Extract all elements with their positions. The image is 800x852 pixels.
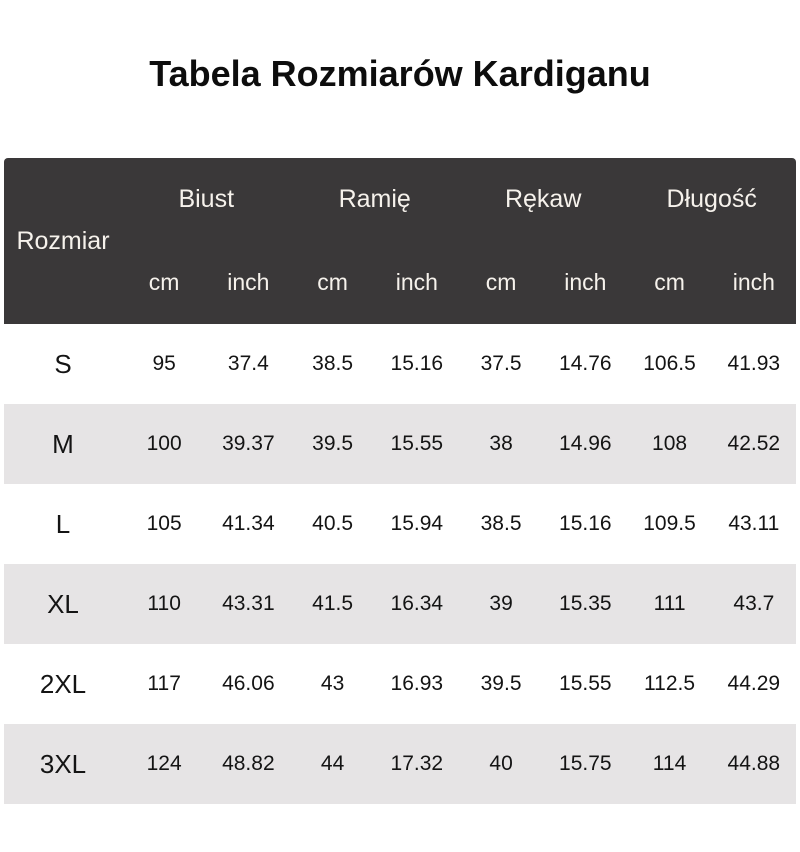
measurement-value: 105	[146, 512, 182, 535]
measurement-value: 43.11	[728, 512, 780, 535]
size-label: L	[55, 508, 71, 539]
unit-label-inch: inch	[374, 241, 459, 324]
size-label: S	[54, 348, 72, 379]
page-title: Tabela Rozmiarów Kardiganu	[149, 53, 651, 94]
size-label: M	[52, 428, 74, 459]
size-chart: Rozmiar Biust Ramię Rękaw Długość cm inc…	[4, 158, 796, 804]
measurement-value: 16.34	[390, 592, 444, 615]
measurement-value: 38.5	[312, 352, 354, 375]
measurement-value: 38.5	[480, 512, 522, 535]
measurement-value: 37.4	[227, 352, 269, 375]
measurement-value: 109.5	[643, 512, 696, 535]
size-chart-table: Rozmiar Biust Ramię Rękaw Długość cm inc…	[4, 158, 796, 804]
measurement-value: 14.96	[559, 432, 612, 455]
measurement-value: 114	[652, 752, 687, 775]
measurement-value: 40.5	[312, 512, 354, 535]
measurement-value: 39.37	[222, 432, 275, 455]
measurement-value: 17.32	[390, 752, 444, 775]
measurement-value: 39.5	[312, 432, 354, 455]
measurement-value: 15.75	[559, 752, 612, 775]
measurement-value: 37.5	[480, 352, 522, 375]
measurement-value: 95	[152, 352, 176, 375]
header-unit-row: cm inch cm inch cm inch cm inch	[4, 241, 796, 324]
measurement-value: 46.06	[222, 672, 275, 695]
measurement-value: 15.16	[559, 512, 612, 535]
header-group-sleeve: Rękaw	[458, 158, 628, 241]
measurement-value: 15.94	[390, 512, 444, 535]
measurement-value: 40	[489, 752, 513, 775]
measurement-value: 15.55	[559, 672, 612, 695]
measurement-value: 108	[652, 432, 688, 455]
size-label: XL	[47, 588, 79, 619]
measurement-value: 48.82	[222, 752, 275, 775]
header-group-row: Rozmiar Biust Ramię Rękaw Długość	[4, 158, 796, 324]
measurement-value: 42.52	[727, 432, 781, 455]
measurement-value: 41.34	[222, 512, 275, 535]
unit-label-cm: cm	[458, 241, 544, 324]
measurement-value: 16.93	[390, 672, 444, 695]
header-group-bust: Biust	[122, 158, 291, 241]
table-row-l: L 105 41.34 40.5 15.94 38.5 15.16 109.5 …	[4, 484, 796, 564]
header-group-length: Długość	[627, 158, 796, 241]
measurement-value: 112.5	[644, 672, 696, 695]
measurement-value: 43.7	[733, 592, 775, 615]
table-row-s: S 95 37.4 38.5 15.16 37.5 14.76 106.5 41…	[4, 324, 796, 404]
measurement-value: 111	[653, 592, 686, 615]
table-row-xl: XL 110 43.31 41.5 16.34 39 15.35 111 43.…	[4, 564, 796, 644]
measurement-value: 117	[147, 672, 181, 695]
unit-label-inch: inch	[206, 241, 291, 324]
unit-label-cm: cm	[290, 241, 375, 324]
measurement-value: 110	[147, 592, 181, 615]
header-size-column: Rozmiar	[4, 158, 123, 324]
header-group-shoulder: Ramię	[290, 158, 459, 241]
measurement-value: 106.5	[643, 352, 696, 375]
size-label: 3XL	[39, 748, 87, 779]
unit-label-cm: cm	[122, 241, 207, 324]
measurement-value: 14.76	[559, 352, 612, 375]
measurement-value: 38	[489, 432, 513, 455]
measurement-value: 41.93	[727, 352, 781, 375]
measurement-value: 124	[146, 752, 182, 775]
table-row-2xl: 2XL 117 46.06 43 16.93 39.5 15.55 112.5 …	[4, 644, 796, 724]
measurement-value: 39	[489, 592, 513, 615]
table-header: Rozmiar Biust Ramię Rękaw Długość cm inc…	[4, 158, 796, 324]
unit-label-inch: inch	[711, 241, 796, 324]
measurement-value: 15.35	[559, 592, 612, 615]
measurement-value: 44.88	[727, 752, 781, 775]
measurement-value: 39.5	[480, 672, 522, 695]
measurement-value: 43.31	[222, 592, 275, 615]
unit-label-cm: cm	[627, 241, 712, 324]
unit-label-inch: inch	[543, 241, 628, 324]
measurement-value: 44	[320, 752, 345, 775]
measurement-value: 41.5	[312, 592, 354, 615]
measurement-value: 15.16	[390, 352, 444, 375]
measurement-value: 44.29	[727, 672, 781, 695]
table-body: S 95 37.4 38.5 15.16 37.5 14.76 106.5 41…	[4, 324, 796, 804]
table-row-m: M 100 39.37 39.5 15.55 38 14.96 108 42.5…	[4, 404, 796, 484]
measurement-value: 100	[146, 432, 182, 455]
measurement-value: 15.55	[390, 432, 444, 455]
table-row-3xl: 3XL 124 48.82 44 17.32 40 15.75 114 44.8…	[4, 724, 796, 804]
size-label: 2XL	[39, 668, 87, 699]
measurement-value: 43	[320, 672, 345, 695]
